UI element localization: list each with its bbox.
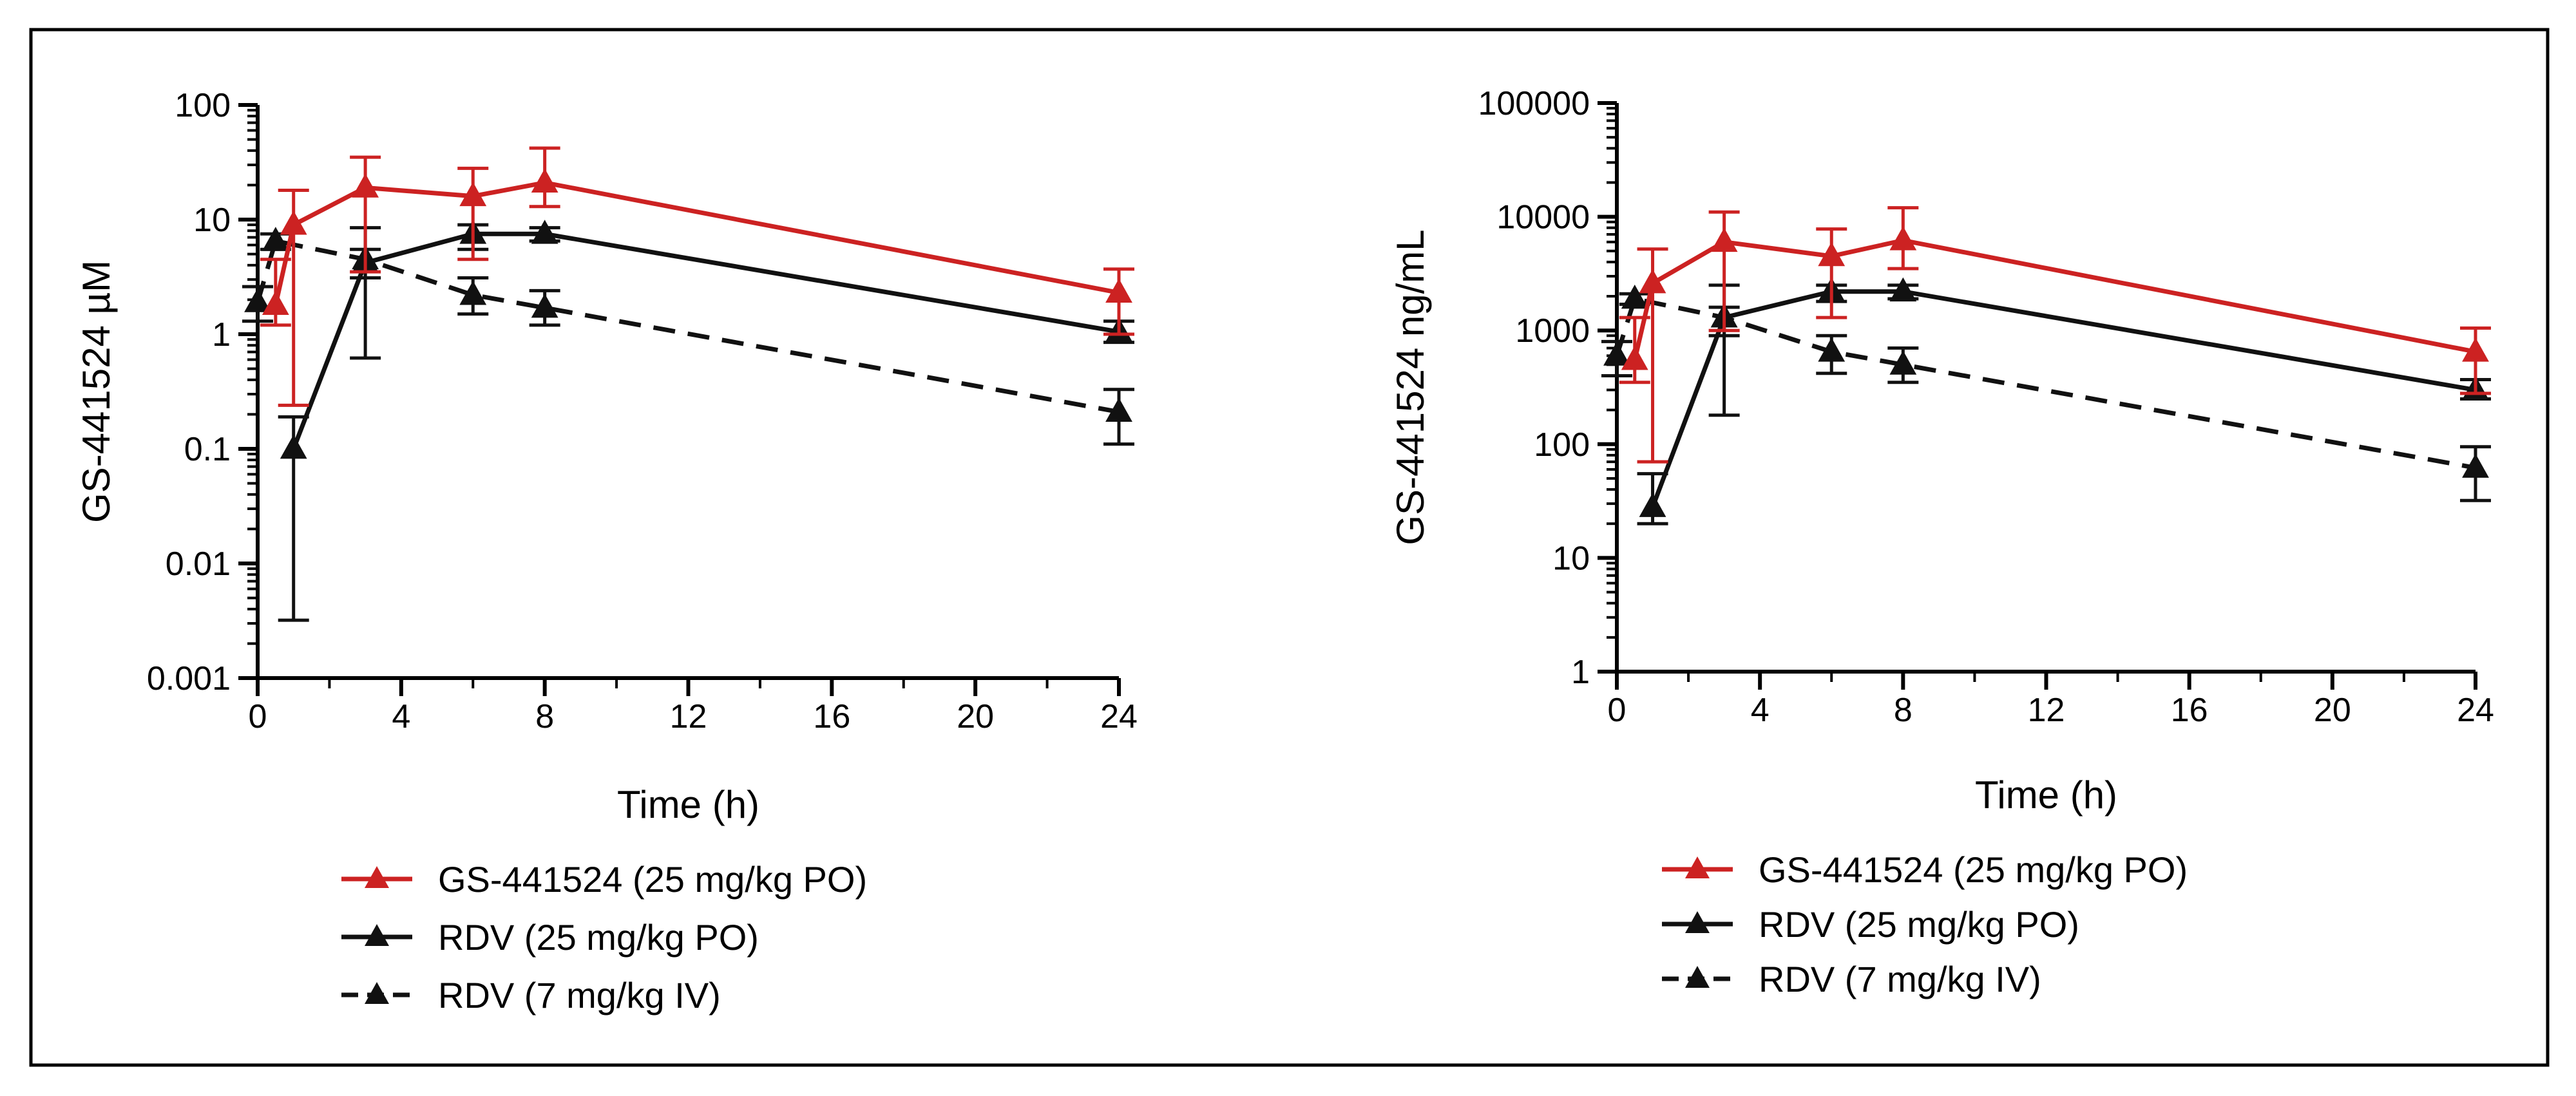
y-tick-label: 1000 xyxy=(1515,312,1590,350)
data-point xyxy=(2462,453,2489,478)
x-tick-label: 12 xyxy=(2028,692,2065,729)
data-point xyxy=(1639,493,1666,517)
data-point xyxy=(280,435,307,459)
x-tick-label: 24 xyxy=(2457,692,2494,729)
data-point xyxy=(1621,346,1648,370)
y-tick-label: 100 xyxy=(175,87,231,124)
data-point xyxy=(1818,241,1846,267)
legend-item: RDV (25 mg/kg PO) xyxy=(341,917,759,958)
series-line xyxy=(255,238,1120,415)
legend-label: RDV (25 mg/kg PO) xyxy=(1759,904,2079,945)
y-tick-label: 10000 xyxy=(1496,199,1590,236)
legend-item: GS-441524 (25 mg/kg PO) xyxy=(1662,849,2188,890)
data-point xyxy=(1603,341,1630,366)
y-tick-label: 10 xyxy=(1552,540,1590,577)
y-tick-label: 0.01 xyxy=(166,545,231,583)
x-tick-label: 0 xyxy=(1608,692,1627,729)
y-axis-label: GS-441524 µM xyxy=(75,260,118,523)
data-point xyxy=(352,173,379,198)
data-point xyxy=(1889,226,1917,250)
data-point xyxy=(1621,284,1648,309)
chart-right-ng-per-ml: 1 10 100 1000 10000 100000 0 4 8 12 16 20 24 Time (h)… xyxy=(1389,85,2494,999)
data-point xyxy=(1710,227,1738,252)
legend-label: GS-441524 (25 mg/kg PO) xyxy=(1759,849,2188,890)
data-point xyxy=(1889,350,1917,375)
y-tick-label: 100 xyxy=(1534,426,1590,464)
legend-label: RDV (7 mg/kg IV) xyxy=(438,975,721,1016)
data-point xyxy=(1639,269,1666,294)
figure-border xyxy=(29,28,2550,1067)
data-point xyxy=(1818,337,1846,362)
x-tick-label: 16 xyxy=(813,698,850,735)
y-tick-label: 1 xyxy=(1571,654,1590,691)
legend-marker xyxy=(1685,911,1710,933)
y-tick-label: 0.1 xyxy=(184,431,231,468)
x-tick-label: 4 xyxy=(392,698,410,735)
x-axis-label: Time (h) xyxy=(1975,773,2117,817)
data-point xyxy=(531,220,558,244)
legend-label: RDV (7 mg/kg IV) xyxy=(1759,959,2041,999)
x-tick-label: 16 xyxy=(2171,692,2208,729)
legend-marker xyxy=(365,866,389,888)
data-point xyxy=(531,293,558,318)
x-tick-label: 12 xyxy=(670,698,707,735)
data-point xyxy=(244,288,271,312)
legend-item: RDV (7 mg/kg IV) xyxy=(341,975,721,1016)
data-point xyxy=(459,182,487,207)
legend-item: RDV (7 mg/kg IV) xyxy=(1662,959,2041,999)
y-tick-label: 100000 xyxy=(1478,85,1590,122)
data-point xyxy=(2462,337,2489,362)
data-point xyxy=(531,168,558,193)
y-tick-label: 10 xyxy=(193,202,231,239)
data-point xyxy=(1105,278,1132,303)
series-gs-441524-25-mg-kg-po- xyxy=(1619,206,2491,464)
data-point xyxy=(459,281,487,305)
data-point xyxy=(262,227,289,251)
series-gs-441524-25-mg-kg-po- xyxy=(260,146,1134,407)
series-rdv-7-mg-kg-iv- xyxy=(242,227,1134,446)
x-tick-label: 20 xyxy=(957,698,994,735)
x-tick-label: 8 xyxy=(1894,692,1913,729)
series-line xyxy=(1632,238,2476,361)
legend-marker xyxy=(1685,966,1710,988)
x-axis-label: Time (h) xyxy=(617,783,759,826)
y-axis-label: GS-441524 ng/mL xyxy=(1389,229,1432,545)
data-point xyxy=(1105,397,1132,422)
chart-left-micromolar: 0.001 0.01 0.1 1 10 100 0 4 8 12 16 20 24 Time (h) GS-… xyxy=(75,87,1138,1016)
legend-marker xyxy=(365,924,389,946)
series-line xyxy=(273,180,1120,306)
legend-item: RDV (25 mg/kg PO) xyxy=(1662,904,2079,945)
data-point xyxy=(262,290,289,315)
x-tick-label: 0 xyxy=(249,698,267,735)
x-tick-label: 8 xyxy=(535,698,554,735)
legend-label: RDV (25 mg/kg PO) xyxy=(438,917,759,958)
x-tick-label: 4 xyxy=(1751,692,1770,729)
y-tick-label: 0.001 xyxy=(147,660,231,697)
x-tick-label: 20 xyxy=(2314,692,2351,729)
y-tick-label: 1 xyxy=(212,316,231,354)
data-point xyxy=(1889,277,1917,302)
x-tick-label: 24 xyxy=(1100,698,1138,735)
legend-item: GS-441524 (25 mg/kg PO) xyxy=(341,859,867,900)
data-point xyxy=(280,211,307,235)
legend-label: GS-441524 (25 mg/kg PO) xyxy=(438,859,867,900)
legend-marker xyxy=(1685,856,1710,878)
legend-marker xyxy=(365,982,389,1004)
